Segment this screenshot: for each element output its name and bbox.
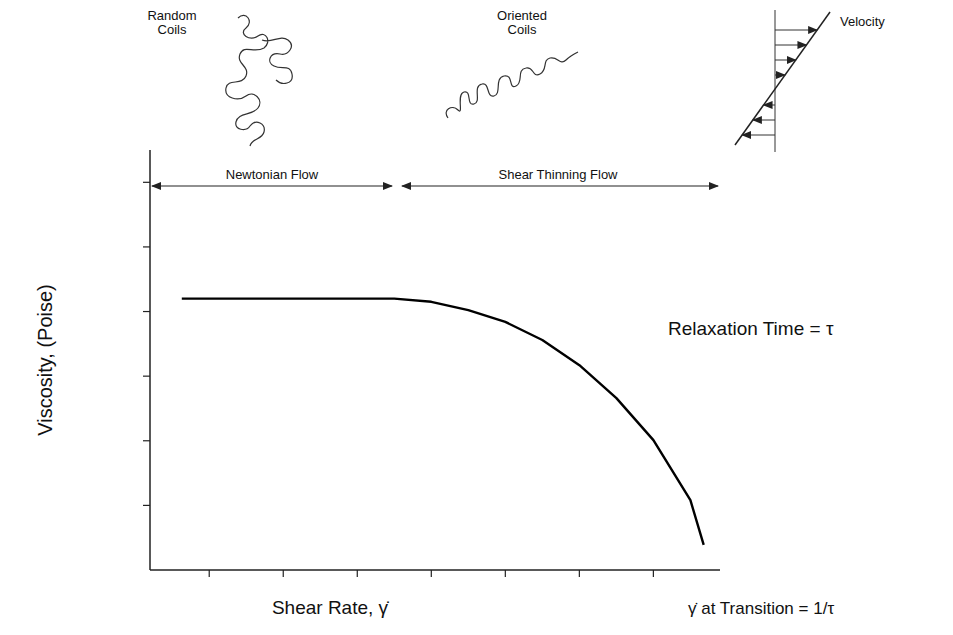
coil-label: RandomCoils [147,8,196,37]
x-tick [505,570,506,577]
oriented-coil [446,52,578,118]
plot-area [182,299,704,545]
y-axis [149,150,151,570]
profile-axis [775,10,776,152]
y-tick [143,505,150,506]
x-tick [431,570,432,577]
viscosity-curve [182,299,704,545]
x-tick [209,570,210,577]
velocity-arrow [775,60,796,61]
velocity-label: Velocity [840,14,885,29]
region-arrow [152,185,392,186]
transition-note: γ̇ at Transition = 1/τ [688,599,834,618]
velocity-arrow [753,120,775,121]
region-label: Newtonian Flow [226,167,319,182]
velocity-arrow [764,105,775,106]
random-coil [226,15,292,146]
chart: Shear Rate, γ̇ Viscosity, (Poise) Relaxati… [0,0,953,635]
x-axis-title: Shear Rate, γ̇ [272,597,389,618]
x-tick [653,570,654,577]
y-tick [143,246,150,247]
x-axis [150,569,720,571]
velocity-arrow [742,135,775,136]
relaxation-time: Relaxation Time = τ [668,318,834,339]
coil-label: OrientedCoils [497,8,547,37]
y-tick [143,182,150,183]
y-tick [143,376,150,377]
velocity-arrow [775,30,817,31]
x-tick [579,570,580,577]
x-tick [357,570,358,577]
y-axis-title: Viscosity, (Poise) [34,284,56,436]
velocity-line [735,12,830,145]
region-arrow [402,185,718,186]
x-tick [283,570,284,577]
y-tick [143,311,150,312]
velocity-arrow [775,75,785,76]
region-label: Shear Thinning Flow [499,167,619,182]
velocity-arrow [775,45,806,46]
y-tick [143,440,150,441]
